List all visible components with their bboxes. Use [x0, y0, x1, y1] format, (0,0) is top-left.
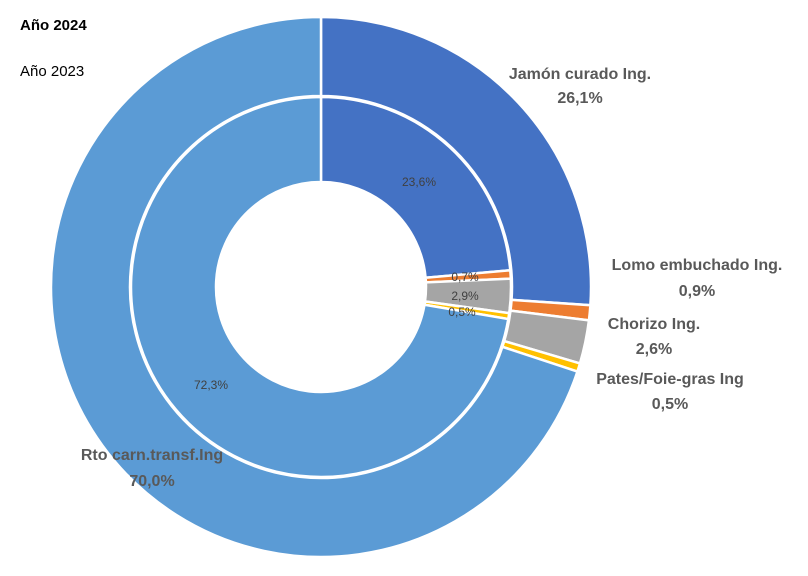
outer-label-name-pates-foie-gras-ing: Pates/Foie-gras Ing [596, 371, 744, 388]
inner-label-value-lomo-embuchado-ing: 0,7% [451, 270, 479, 284]
outer-label-name-lomo-embuchado-ing: Lomo embuchado Ing. [612, 257, 783, 274]
inner-slice-jamon-curado-ing [319, 95, 512, 280]
inner-label-value-chorizo-ing: 2,9% [451, 289, 479, 303]
inner-label-value-pates-foie-gras-ing: 0,5% [448, 305, 476, 319]
outer-label-value-pates-foie-gras-ing: 0,5% [652, 396, 688, 413]
inner-label-value-rto-carn-transf-ing: 72,3% [194, 378, 228, 392]
outer-label-name-chorizo-ing: Chorizo Ing. [608, 316, 700, 333]
outer-label-value-lomo-embuchado-ing: 0,9% [679, 283, 715, 300]
inner-slice-rto-carn-transf-ing [129, 95, 510, 479]
legend-outer-ring: Año 2024 [20, 17, 87, 34]
legend-inner-ring: Año 2023 [20, 63, 85, 80]
inner-label-value-jamon-curado-ing: 23,6% [402, 175, 436, 189]
outer-label-name-rto-carn-transf-ing: Rto carn.transf.Ing [81, 447, 223, 464]
outer-label-value-chorizo-ing: 2,6% [636, 341, 672, 358]
outer-label-value-jamon-curado-ing: 26,1% [557, 90, 602, 107]
outer-label-name-jamon-curado-ing: Jamón curado Ing. [509, 66, 651, 83]
outer-label-value-rto-carn-transf-ing: 70,0% [129, 473, 174, 490]
